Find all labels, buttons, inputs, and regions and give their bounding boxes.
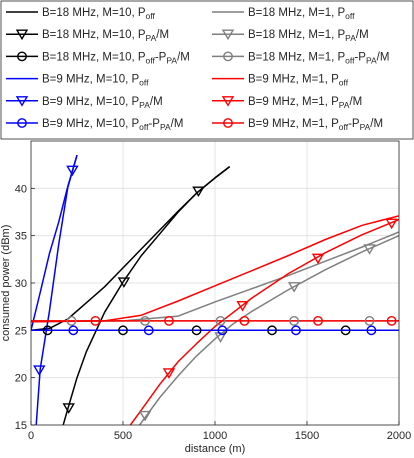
- legend-label-s8: B=9 MHz, M=1, Poff: [248, 74, 349, 88]
- legend-entry-s7: B=9 MHz, M=10, Poff: [6, 74, 149, 88]
- x-tick-label: 500: [114, 430, 132, 442]
- legend-marker-s5: [17, 51, 27, 62]
- legend-label-s12: B=9 MHz, M=1, Poff-PPA/M: [248, 118, 383, 132]
- series-marker-s11: [366, 325, 377, 336]
- legend-frame: [0, 0, 414, 140]
- legend-marker-s9: [15, 96, 29, 107]
- chart-axes: 0 500 1000 1500 2000 15 20 25 30 35 40: [15, 141, 411, 442]
- series-marker-s12: [313, 315, 323, 326]
- series-marker-s6: [140, 315, 150, 326]
- plot-frame: [30, 140, 400, 426]
- legend-entry-s4: B=18 MHz, M=1, PPA/M: [212, 29, 369, 43]
- legend-entry-s11: B=9 MHz, M=10, Poff-PPA/M: [6, 118, 183, 132]
- series-marker-s5: [42, 325, 53, 336]
- series-marker-s4: [287, 282, 301, 293]
- legend-marker-s10: [221, 96, 235, 107]
- legend-entry-s1: B=18 MHz, M=10, Poff: [6, 7, 155, 21]
- series-marker-s11: [143, 325, 154, 336]
- legend-label-s2: B=18 MHz, M=1, Poff: [248, 7, 355, 21]
- legend-marker-s6: [223, 51, 233, 62]
- legend-entry-s6: B=18 MHz, M=1, Poff-PPA/M: [212, 51, 389, 65]
- series-marker-s5: [191, 325, 202, 336]
- series-marker-s12: [90, 315, 101, 326]
- series-marker-s6: [289, 315, 300, 326]
- series-marker-s9: [66, 165, 79, 177]
- legend-marker-s4: [221, 29, 235, 41]
- series-line-s4: [138, 235, 399, 425]
- legend-entry-s3: B=18 MHz, M=10, PPA/M: [6, 29, 169, 43]
- legend-entry-s8: B=9 MHz, M=1, Poff: [212, 74, 349, 88]
- legend-label-s10: B=9 MHz, M=1, PPA/M: [248, 96, 362, 110]
- y-tick-label: 40: [15, 183, 27, 195]
- series-markers: [33, 165, 398, 422]
- series-marker-s10: [311, 253, 325, 265]
- series-marker-s3: [117, 277, 131, 288]
- series-marker-s11: [68, 325, 79, 336]
- y-tick-label: 35: [15, 231, 27, 243]
- legend-marker-s3: [15, 29, 29, 41]
- series-marker-s3: [62, 403, 75, 414]
- series-line-s9: [35, 154, 78, 425]
- series-line-s8: [31, 215, 399, 323]
- y-tick-label: 25: [15, 325, 27, 337]
- series-marker-s11: [291, 325, 301, 336]
- x-tick-label: 2000: [387, 430, 411, 442]
- series-marker-s12: [386, 315, 397, 326]
- legend-label-s11: B=9 MHz, M=10, Poff-PPA/M: [42, 118, 183, 132]
- legend-entry-s9: B=9 MHz, M=10, PPA/M: [6, 96, 163, 110]
- series-marker-s6: [66, 315, 77, 326]
- series-marker-s10: [236, 301, 249, 312]
- legend-entry-s12: B=9 MHz, M=1, Poff-PPA/M: [212, 118, 383, 132]
- series-line-s3: [62, 166, 231, 425]
- legend-label-s9: B=9 MHz, M=10, PPA/M: [42, 96, 163, 110]
- series-marker-s12: [164, 315, 174, 326]
- series-marker-s11: [217, 325, 228, 336]
- x-tick-label: 0: [28, 430, 34, 442]
- legend-entry-s2: B=18 MHz, M=1, Poff: [212, 7, 355, 21]
- series-marker-s3: [192, 186, 205, 198]
- x-tick-label: 1500: [295, 430, 319, 442]
- series-marker-s9: [33, 365, 46, 376]
- series-marker-s4: [214, 332, 227, 343]
- series-marker-s5: [267, 325, 277, 336]
- axis-ticks: 0 500 1000 1500 2000 15 20 25 30 35 40: [15, 183, 411, 442]
- legend-label-s5: B=18 MHz, M=10, Poff-PPA/M: [42, 51, 190, 65]
- series-marker-s10: [385, 218, 398, 230]
- series-marker-s4: [363, 244, 376, 255]
- chart-legend: B=18 MHz, M=10, Poff B=18 MHz, M=1, Poff B…: [0, 0, 414, 140]
- series-marker-s5: [340, 325, 351, 336]
- series-marker-s5: [118, 325, 128, 336]
- series-marker-s12: [239, 315, 250, 326]
- legend-marker-s12: [223, 118, 233, 128]
- legend-label-s4: B=18 MHz, M=1, PPA/M: [248, 29, 369, 43]
- y-axis-label: consumed power (dBm): [0, 225, 12, 342]
- series-marker-s6: [364, 315, 375, 326]
- legend-label-s7: B=9 MHz, M=10, Poff: [42, 74, 149, 88]
- series-marker-s4: [138, 410, 152, 422]
- y-tick-label: 15: [15, 420, 27, 432]
- y-tick-label: 20: [15, 373, 27, 385]
- legend-label-s1: B=18 MHz, M=10, Poff: [42, 7, 155, 21]
- legend-marker-s11: [17, 118, 27, 128]
- x-axis-label: distance (m): [185, 443, 246, 455]
- y-tick-label: 30: [15, 278, 27, 290]
- legend-entry-s5: B=18 MHz, M=10, Poff-PPA/M: [6, 51, 190, 65]
- legend-entry-s10: B=9 MHz, M=1, PPA/M: [212, 96, 362, 110]
- series-marker-s6: [215, 315, 226, 326]
- legend-label-s3: B=18 MHz, M=10, PPA/M: [42, 29, 169, 43]
- x-tick-label: 1000: [203, 430, 227, 442]
- series-marker-s10: [162, 368, 176, 379]
- legend-label-s6: B=18 MHz, M=1, Poff-PPA/M: [248, 51, 389, 65]
